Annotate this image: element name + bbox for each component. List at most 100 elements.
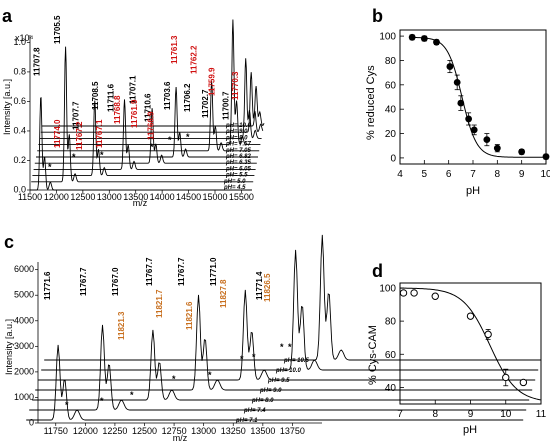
y-tick-label: 100 bbox=[379, 283, 396, 294]
x-tick-label: 12000 bbox=[73, 426, 98, 436]
peak-label: 11711.6 bbox=[107, 83, 116, 112]
asterisk-marker: * bbox=[280, 342, 284, 352]
ph-label: pH= 10.0 bbox=[275, 368, 302, 374]
data-point bbox=[410, 289, 418, 297]
y-tick-label: 0.0 bbox=[13, 185, 26, 195]
ph-label: pH= 9.0 bbox=[225, 129, 248, 135]
data-point bbox=[420, 35, 428, 42]
ph-label: pH= 4.5 bbox=[223, 185, 246, 191]
spectrum-trace bbox=[29, 324, 527, 411]
data-point bbox=[433, 38, 440, 46]
asterisk-marker: * bbox=[252, 352, 256, 362]
peak-label: 11707.1 bbox=[129, 75, 138, 104]
panel-c: Intensity [a.u.] m/z 11750 12000 12250 1250… bbox=[4, 234, 542, 442]
y-tick-label: 100 bbox=[379, 32, 396, 43]
peak-label: 11761.9 bbox=[130, 99, 139, 128]
peak-label: 11706.2 bbox=[183, 83, 192, 112]
y-tick-label: 0.6 bbox=[13, 96, 26, 106]
panel-a-yscale: x10⁴ bbox=[15, 33, 34, 43]
asterisk-marker: * bbox=[288, 342, 292, 352]
asterisk-marker: * bbox=[186, 132, 190, 142]
spectrum-trace bbox=[37, 80, 260, 152]
spectrum-trace bbox=[39, 58, 262, 139]
peak-label: 11821.3 bbox=[117, 311, 126, 340]
x-tick-label: 5 bbox=[422, 169, 428, 180]
panel-a-xlabel: m/z bbox=[133, 198, 148, 208]
x-tick-label: 15000 bbox=[202, 192, 227, 202]
data-point bbox=[484, 330, 492, 339]
x-tick-label: 11500 bbox=[18, 192, 42, 202]
spectrum-trace bbox=[31, 46, 254, 183]
peak-label: 11707.8 bbox=[33, 47, 42, 76]
y-tick-label: 3000 bbox=[14, 341, 34, 351]
data-point bbox=[493, 144, 501, 152]
asterisk-marker: * bbox=[240, 354, 244, 364]
peak-label: 11767.7 bbox=[145, 257, 154, 286]
panel-d-frame bbox=[399, 282, 542, 405]
ph-label: pH= 5.5 bbox=[225, 173, 248, 179]
x-tick-label: 14000 bbox=[150, 192, 175, 202]
x-tick-label: 8 bbox=[495, 169, 501, 180]
data-point bbox=[446, 63, 454, 70]
fit-curve bbox=[412, 36, 546, 158]
y-tick-label: 5000 bbox=[14, 290, 34, 300]
spectrum-trace bbox=[44, 234, 542, 361]
panel-d: % Cys-CAM pH 7 8 9 10 11 40 60 80 100 bbox=[367, 282, 547, 436]
peak-label: 11767.7 bbox=[79, 267, 88, 296]
panel-a: x10⁴ Intensity [a.u.] m/z 11500 12000 1250… bbox=[2, 15, 265, 208]
y-tick-label: 0.2 bbox=[13, 155, 26, 165]
peak-label: 11705.5 bbox=[53, 15, 62, 44]
y-tick-label: 20 bbox=[385, 129, 397, 140]
x-tick-label: 12500 bbox=[132, 426, 157, 436]
x-tick-label: 13500 bbox=[123, 192, 148, 202]
x-tick-label: 7 bbox=[397, 409, 403, 420]
ph-label: pH= 7.05 bbox=[225, 148, 252, 154]
x-tick-label: 10 bbox=[540, 169, 550, 180]
spectrum-trace bbox=[35, 294, 533, 391]
x-tick-label: 15500 bbox=[229, 192, 254, 202]
x-tick-label: 13000 bbox=[191, 426, 216, 436]
asterisk-marker: * bbox=[150, 142, 154, 152]
spectrum-trace bbox=[36, 86, 258, 158]
asterisk-marker: * bbox=[100, 396, 104, 406]
y-tick-label: 6000 bbox=[14, 264, 34, 274]
panel-label-c: c bbox=[4, 232, 14, 252]
data-point bbox=[431, 292, 439, 300]
peak-label: 11703.6 bbox=[163, 81, 172, 110]
x-tick-label: 13500 bbox=[250, 426, 275, 436]
peak-label: 11762.2 bbox=[189, 45, 198, 74]
y-tick-label: 40 bbox=[385, 383, 397, 394]
ph-label: pH= 7.4 bbox=[243, 408, 266, 414]
x-tick-label: 10 bbox=[500, 409, 512, 420]
x-tick-label: 12500 bbox=[70, 192, 95, 202]
panel-a-ylabel: Intensity [a.u.] bbox=[2, 79, 12, 135]
data-point bbox=[518, 148, 526, 156]
spectrum-trace bbox=[26, 344, 524, 421]
panel-d-ylabel: % Cys-CAM bbox=[367, 325, 379, 385]
y-tick-label: 0 bbox=[29, 418, 34, 428]
y-tick-label: 60 bbox=[385, 350, 397, 361]
peak-label: 11707.7 bbox=[72, 101, 81, 130]
x-tick-label: 4 bbox=[397, 169, 403, 180]
peak-label: 11770.3 bbox=[231, 71, 240, 100]
panel-d-xlabel: pH bbox=[463, 424, 477, 436]
ph-label: pH= 8.0 bbox=[225, 135, 248, 141]
peak-label: 11767.2 bbox=[75, 121, 84, 150]
data-point bbox=[502, 373, 510, 382]
ph-label: pH= 8.0 bbox=[251, 398, 274, 404]
ph-label: pH= 10.5 bbox=[283, 358, 310, 364]
x-tick-label: 14500 bbox=[176, 192, 201, 202]
peak-label: 11767.7 bbox=[177, 257, 186, 286]
peak-label: 11774.0 bbox=[53, 119, 62, 148]
asterisk-marker: * bbox=[65, 400, 69, 410]
y-tick-label: 80 bbox=[385, 317, 397, 328]
data-point bbox=[457, 99, 465, 107]
ph-label: pH= 5.0 bbox=[223, 179, 246, 185]
panel-label-d: d bbox=[372, 261, 383, 281]
panel-label-b: b bbox=[372, 6, 383, 26]
data-point bbox=[483, 136, 491, 144]
spectrum-trace bbox=[30, 97, 252, 191]
spectrum-trace bbox=[32, 100, 255, 177]
spectrum-trace bbox=[38, 19, 261, 146]
